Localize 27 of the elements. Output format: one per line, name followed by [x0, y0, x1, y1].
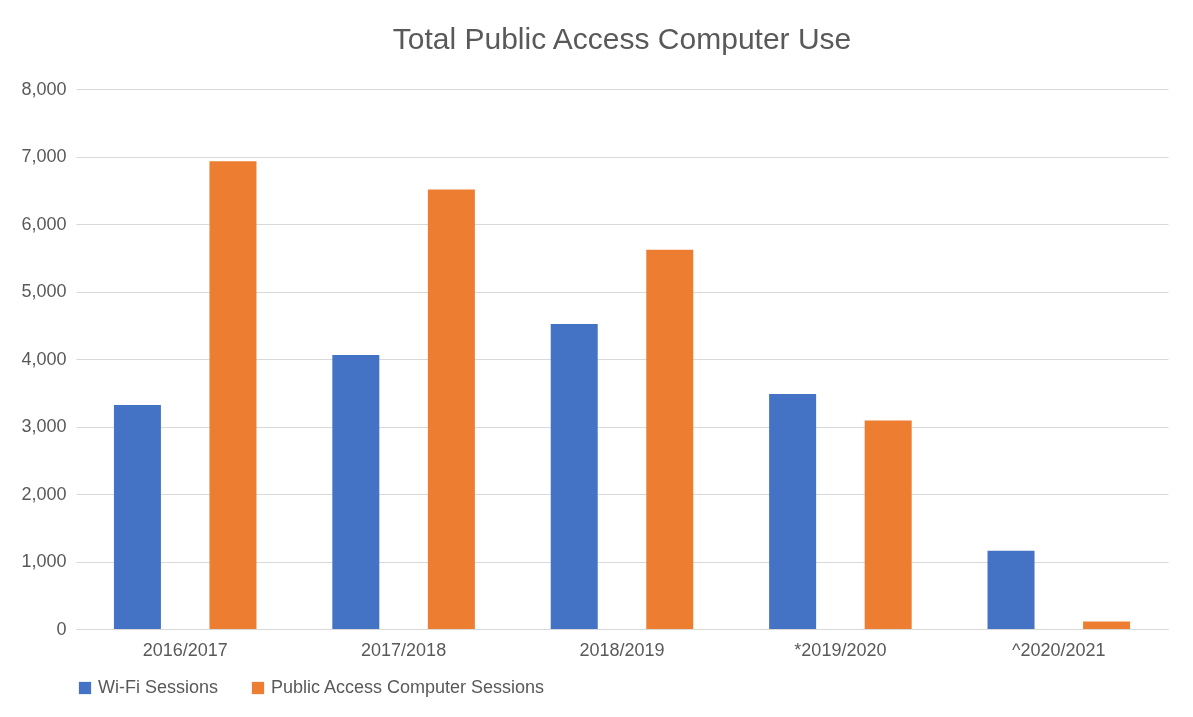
- y-tick-label: 8,000: [21, 78, 67, 99]
- x-tick-label: *2019/2020: [794, 639, 887, 660]
- bar: [332, 354, 380, 629]
- bar: [209, 161, 257, 629]
- y-tick-label: 7,000: [21, 146, 67, 166]
- bar: [113, 404, 161, 629]
- x-tick-label: ^2020/2021: [1012, 639, 1106, 660]
- bar: [864, 420, 912, 629]
- x-tick-label: 2017/2018: [361, 639, 447, 660]
- y-tick-label: 1,000: [21, 551, 67, 571]
- x-tick-label: 2018/2019: [579, 639, 665, 660]
- legend-label: Public Access Computer Sessions: [271, 677, 545, 697]
- bar: [1083, 621, 1131, 629]
- bar: [769, 394, 817, 629]
- y-tick-label: 5,000: [21, 281, 67, 301]
- y-tick-label: 3,000: [21, 416, 67, 436]
- bar: [550, 323, 598, 629]
- y-tick-label: 2,000: [21, 483, 67, 504]
- y-tick-label: 4,000: [21, 348, 67, 369]
- x-tick-label: 2016/2017: [142, 639, 228, 660]
- legend-label: Wi-Fi Sessions: [98, 677, 219, 697]
- y-tick-label: 0: [56, 618, 67, 639]
- bar: [987, 550, 1035, 629]
- bar: [427, 189, 475, 629]
- y-tick-label: 6,000: [21, 213, 67, 234]
- chart-title: Total Public Access Computer Use: [392, 22, 852, 55]
- bar: [646, 249, 694, 629]
